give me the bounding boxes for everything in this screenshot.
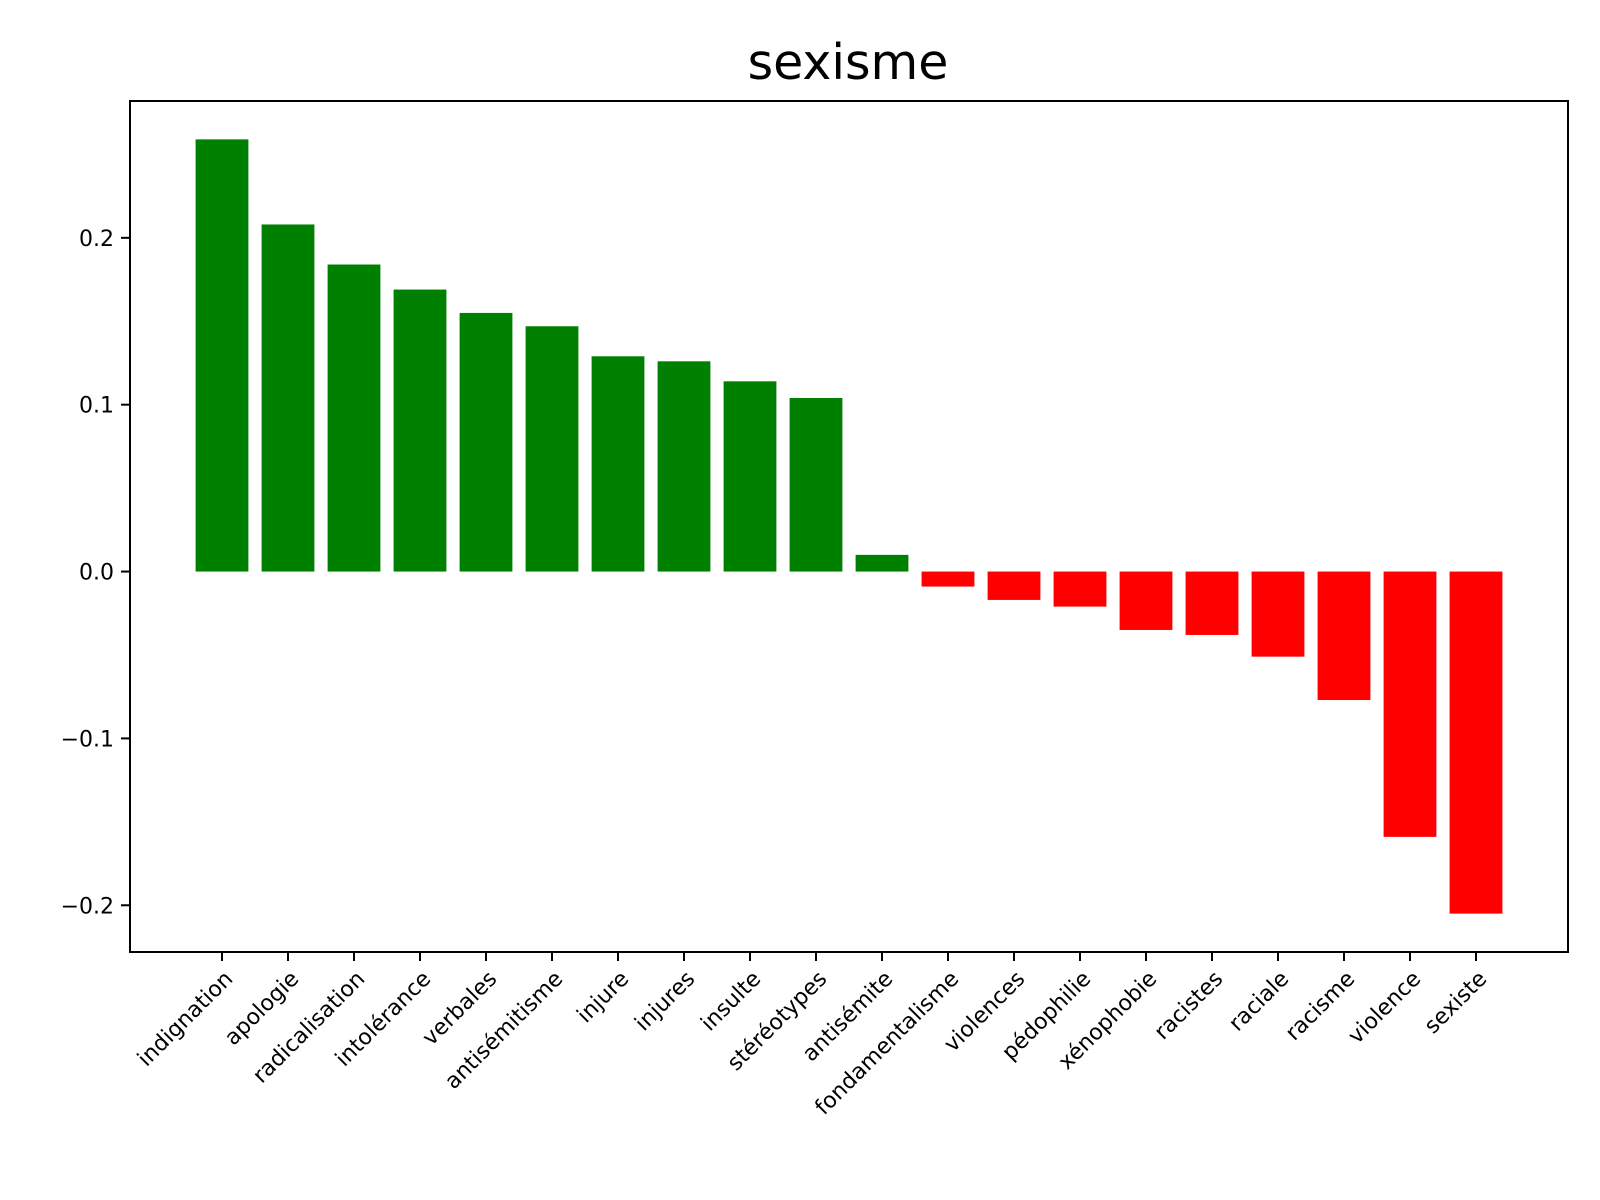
- plot-frame: [129, 100, 1569, 953]
- y-axis: −0.2 −0.1 0.0 0.1 0.2: [61, 227, 130, 919]
- y-tick-label: −0.2: [61, 894, 114, 919]
- bar-16: [1185, 571, 1239, 635]
- bar-1: [195, 139, 249, 572]
- bar-9: [723, 381, 777, 572]
- bar-19: [1383, 571, 1437, 837]
- bar-7: [591, 356, 645, 572]
- chart-title: sexisme: [748, 34, 949, 91]
- x-tick-label: injures: [630, 967, 700, 1037]
- y-tick-label: 0.0: [79, 561, 114, 586]
- x-tick-label: injure: [573, 967, 635, 1029]
- x-axis: indignationapologieradicalisationintolér…: [133, 952, 1492, 1120]
- bars-layer: [195, 139, 1503, 914]
- bar-5: [459, 312, 513, 572]
- bar-3: [327, 264, 381, 572]
- bar-8: [657, 361, 711, 572]
- bar-11: [855, 554, 909, 572]
- bar-6: [525, 326, 579, 572]
- x-tick-label: violence: [1344, 967, 1427, 1050]
- bar-13: [987, 571, 1041, 600]
- x-tick-label: antisémitisme: [440, 967, 568, 1095]
- bar-12: [921, 571, 975, 587]
- x-tick-label: sexiste: [1420, 967, 1492, 1039]
- x-tick-label: racistes: [1150, 967, 1228, 1045]
- bar-10: [789, 398, 843, 572]
- bar-14: [1053, 571, 1107, 607]
- y-tick-label: 0.2: [79, 227, 114, 252]
- x-tick-label: indignation: [133, 967, 238, 1072]
- bar-15: [1119, 571, 1173, 630]
- bar-20: [1449, 571, 1503, 914]
- y-tick-label: 0.1: [79, 394, 114, 419]
- bar-2: [261, 224, 315, 572]
- x-tick-label: radicalisation: [248, 967, 370, 1089]
- bar-17: [1251, 571, 1305, 657]
- bar-18: [1317, 571, 1371, 701]
- bar-4: [393, 289, 447, 572]
- y-tick-label: −0.1: [61, 727, 114, 752]
